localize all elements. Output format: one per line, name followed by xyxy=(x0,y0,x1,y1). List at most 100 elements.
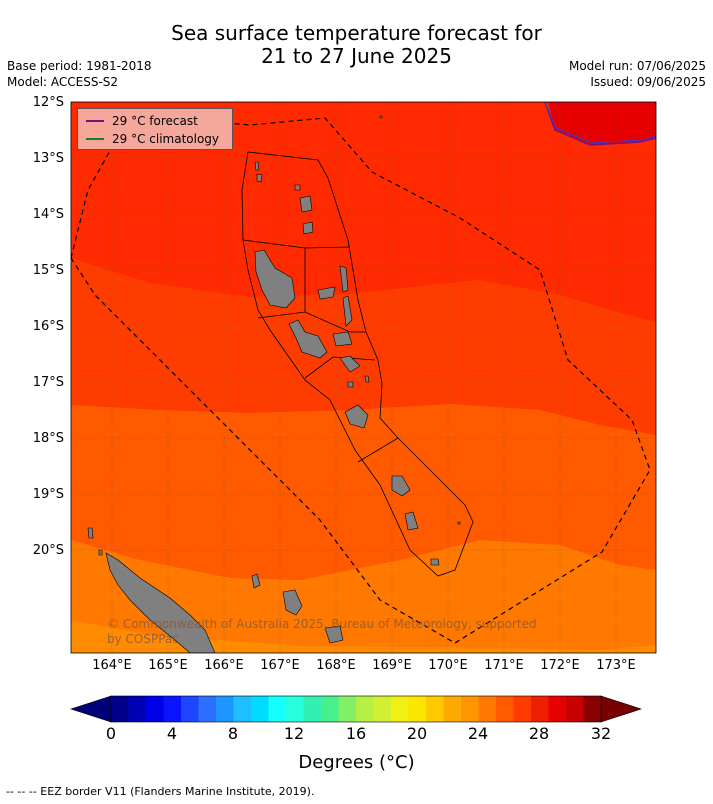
malo-island xyxy=(317,286,336,300)
colorbar-swatch xyxy=(216,696,234,722)
map-frame xyxy=(70,101,657,654)
map-title: Sea surface temperature forecast for 21 … xyxy=(0,22,713,68)
colorbar-tick-label: 16 xyxy=(345,724,367,743)
tanna-island xyxy=(404,511,419,531)
small-islet xyxy=(98,549,103,556)
colorbar-swatch xyxy=(181,696,199,722)
lon-label: 168°E xyxy=(316,658,356,673)
issued-date: Issued: 09/06/2025 xyxy=(590,75,706,89)
colorbar-swatch xyxy=(426,696,444,722)
colorbar-swatch xyxy=(163,696,182,722)
lat-label: 20°S xyxy=(32,543,64,558)
eez-footnote: -- -- -- EEZ border V11 (Flanders Marine… xyxy=(6,785,315,798)
lon-label: 171°E xyxy=(484,658,524,673)
lon-label: 165°E xyxy=(148,658,188,673)
pentecost-island xyxy=(342,295,353,327)
copyright-notice: © Commonwealth of Australia 2025, Bureau… xyxy=(107,617,537,646)
colorbar-swatch xyxy=(408,696,427,722)
model-name: Model: ACCESS-S2 xyxy=(7,75,119,89)
temperature-field xyxy=(71,102,656,653)
colorbar-swatch xyxy=(303,696,322,722)
band-26 xyxy=(71,540,656,653)
malekula-island xyxy=(288,319,328,359)
lon-label: 170°E xyxy=(428,658,468,673)
colorbar-swatch xyxy=(478,696,497,722)
colorbar-swatch xyxy=(548,696,567,722)
colorbar-tick-label: 12 xyxy=(283,724,305,743)
shepherd-islet xyxy=(347,381,354,388)
model-run: Model run: 07/06/2025 xyxy=(568,59,706,73)
colorbar-swatch xyxy=(111,696,129,722)
epi-island xyxy=(339,355,361,373)
metadata-right: Model run: 07/06/2025 Issued: 09/06/2025 xyxy=(569,58,706,90)
colorbar xyxy=(70,695,642,723)
lifou-island xyxy=(282,589,303,616)
lon-label: 172°E xyxy=(540,658,580,673)
efate-island xyxy=(344,404,369,429)
colorbar-swatch xyxy=(496,696,514,722)
banks-islet xyxy=(294,184,301,191)
land-masses xyxy=(87,115,461,653)
colorbar-tick-label: 20 xyxy=(406,724,428,743)
colorbar-swatch xyxy=(531,696,549,722)
lat-label: 13°S xyxy=(32,151,64,166)
colorbar-swatch xyxy=(443,696,462,722)
forecast-29c-contour xyxy=(544,102,656,146)
colorbar-swatch xyxy=(321,696,339,722)
colorbar-swatch xyxy=(128,696,147,722)
colorbar-swatch xyxy=(286,696,304,722)
aneityum-island xyxy=(430,558,440,566)
legend-forecast-entry: 29 °C forecast xyxy=(86,114,198,128)
colorbar-swatch xyxy=(198,696,217,722)
torres-islet-2 xyxy=(256,173,263,183)
lat-label: 14°S xyxy=(32,207,64,222)
lon-label: 167°E xyxy=(260,658,300,673)
legend-forecast-label: 29 °C forecast xyxy=(112,114,198,128)
colorbar-swatch xyxy=(251,696,269,722)
band-25 xyxy=(71,620,656,653)
base-period: Base period: 1981-2018 xyxy=(7,59,152,73)
eez-border xyxy=(71,114,651,644)
colorbar-over-arrow xyxy=(600,695,642,723)
matthew-islet xyxy=(457,521,461,525)
colorbar-under-arrow xyxy=(70,695,112,723)
colorbar-tick-label: 32 xyxy=(590,724,612,743)
legend-climatology-entry: 29 °C climatology xyxy=(86,132,219,146)
belep-islet xyxy=(87,527,94,539)
metadata-left: Base period: 1981-2018 Model: ACCESS-S2 xyxy=(7,58,152,90)
mare-island xyxy=(324,625,344,644)
colorbar-tick-label: 0 xyxy=(105,724,117,743)
colorbar-swatch xyxy=(583,696,602,722)
northern-islet xyxy=(379,115,383,119)
colorbar-swatch xyxy=(233,696,252,722)
erromango-island xyxy=(391,475,411,497)
colorbar-swatch xyxy=(513,696,532,722)
colorbar-swatch xyxy=(391,696,409,722)
colorbar-tick-label: 4 xyxy=(166,724,178,743)
legend-climatology-label: 29 °C climatology xyxy=(112,132,220,146)
lat-label: 17°S xyxy=(32,375,64,390)
lat-label: 12°S xyxy=(32,95,64,110)
new-caledonia xyxy=(105,552,216,653)
vanua-lava-island xyxy=(299,195,313,213)
colorbar-swatch xyxy=(373,696,392,722)
lon-label: 166°E xyxy=(204,658,244,673)
torres-islet xyxy=(254,161,260,171)
legend-forecast-line xyxy=(86,120,104,122)
colorbar-tick-label: 28 xyxy=(528,724,550,743)
colorbar-swatch xyxy=(268,696,287,722)
colorbar-swatch xyxy=(461,696,479,722)
colorbar-swatch xyxy=(566,696,584,722)
contour-legend: 29 °C forecast 29 °C climatology xyxy=(77,108,233,150)
lat-label: 15°S xyxy=(32,263,64,278)
province-boundaries xyxy=(241,151,474,577)
ambrym-island xyxy=(332,331,353,347)
gaua-island xyxy=(302,221,314,235)
title-line-1: Sea surface temperature forecast for xyxy=(171,21,542,45)
colorbar-tick-label: 8 xyxy=(227,724,239,743)
colorbar-tick-label: 24 xyxy=(467,724,489,743)
maewo-island xyxy=(339,265,349,293)
title-line-2: 21 to 27 June 2025 xyxy=(261,44,452,68)
climatology-29c-contour xyxy=(544,102,656,144)
